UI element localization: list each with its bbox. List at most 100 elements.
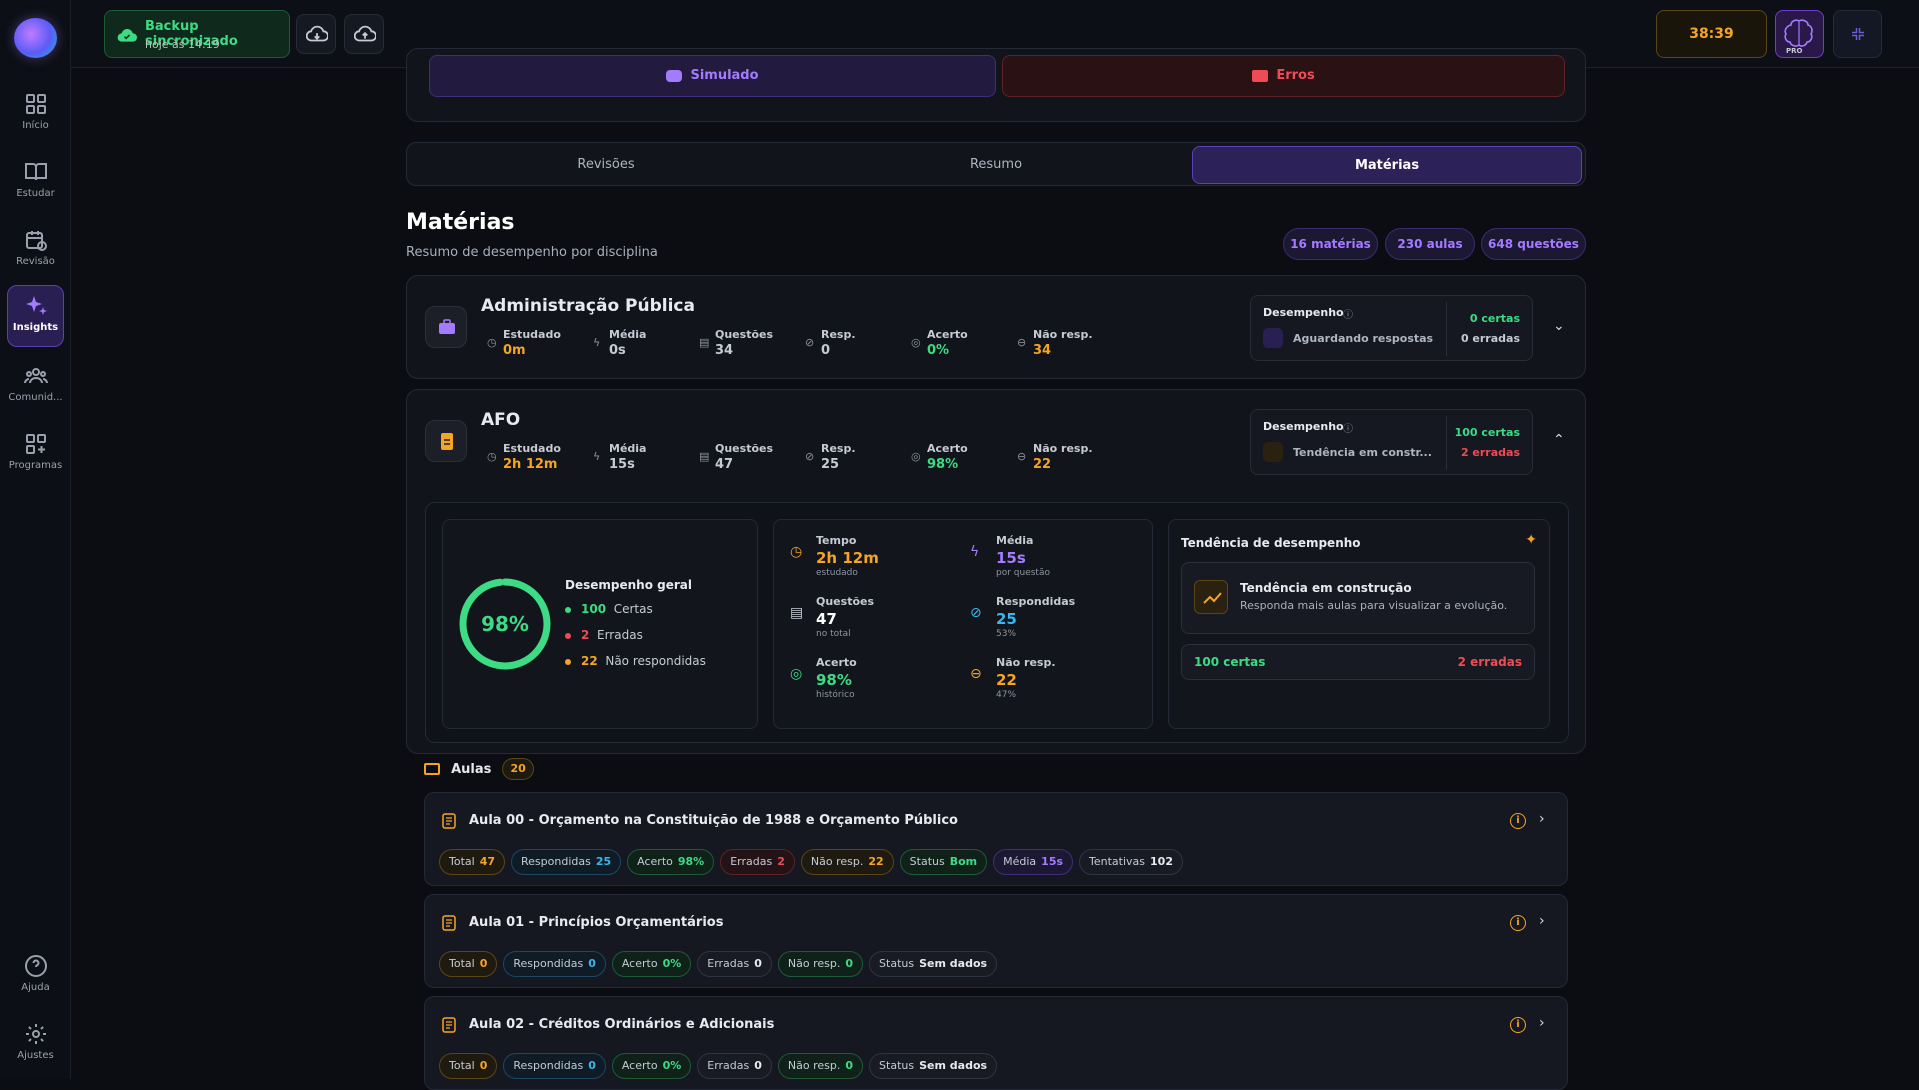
subject-name: Administração Pública xyxy=(481,296,695,316)
tendencia-summary: 100 certas 2 erradas xyxy=(1181,644,1535,680)
simulado-button[interactable]: Simulado xyxy=(429,55,996,97)
metric-tempo: ◷ Tempo 2h 12m estudado xyxy=(790,534,879,578)
chevron-down-icon[interactable]: ⌄ xyxy=(1553,318,1565,334)
chevron-right-icon[interactable]: › xyxy=(1539,1015,1545,1031)
sidebar-item-comunidade[interactable]: Comunid... xyxy=(7,356,64,416)
book-open-icon xyxy=(424,763,440,775)
gamepad-icon xyxy=(666,69,683,82)
desempenho-box: Desempenho ⓘ Tendência em constr... 100 … xyxy=(1250,409,1533,475)
collapse-icon xyxy=(1852,28,1864,40)
sidebar-item-revisao[interactable]: Revisão xyxy=(7,220,64,280)
lesson-row[interactable]: Aula 00 - Orçamento na Constituição de 1… xyxy=(424,792,1568,886)
stat-nao-resp: ⊖ Não resp. 22 xyxy=(1017,442,1093,472)
desempenho-erradas: 2 erradas xyxy=(1460,446,1520,459)
info-icon[interactable]: i xyxy=(1510,915,1526,931)
timer-icon: ◷ xyxy=(790,544,803,560)
tendencia-placeholder: Tendência em construção Responda mais au… xyxy=(1181,562,1535,634)
tag-respondidas: Respondidas 0 xyxy=(503,951,606,977)
tendencia-box-sub: Responda mais aulas para visualizar a ev… xyxy=(1240,599,1508,612)
lesson-row[interactable]: Aula 02 - Créditos Ordinários e Adiciona… xyxy=(424,996,1568,1090)
sidebar-item-ajustes[interactable]: Ajustes xyxy=(7,1014,64,1074)
tag-total: Total 0 xyxy=(439,951,498,977)
tab-resumo[interactable]: Resumo xyxy=(969,157,1023,172)
tendencia-box: Tendência de desempenho ✦ Tendência em c… xyxy=(1168,519,1550,729)
study-timer[interactable]: 38:39 xyxy=(1656,10,1767,58)
desempenho-status: Aguardando respostas xyxy=(1293,332,1433,345)
info-icon[interactable]: i xyxy=(1510,813,1526,829)
nao-respondidas-row: 22 Não respondidas xyxy=(565,654,706,668)
tag-acerto: Acerto 0% xyxy=(611,1053,692,1079)
brain-icon: PRO xyxy=(1784,19,1813,55)
cloud-upload-icon xyxy=(354,25,376,42)
collapse-button[interactable] xyxy=(1833,10,1882,58)
stat-nao-resp: ⊖ Não resp. 34 xyxy=(1017,328,1093,358)
lesson-tags: Total 0 Respondidas 0 Acerto 0% Erradas 0 Não re… xyxy=(439,1053,1003,1079)
pro-brain-button[interactable]: PRO xyxy=(1775,10,1824,58)
chevron-right-icon[interactable]: › xyxy=(1539,811,1545,827)
tab-materias[interactable]: Matérias xyxy=(1192,146,1582,184)
tag-respondidas: Respondidas 0 xyxy=(503,1053,606,1079)
tag-status: Status Sem dados xyxy=(869,1053,998,1079)
grid-plus-icon xyxy=(25,434,46,454)
brain-logo-icon[interactable] xyxy=(14,18,57,58)
sidebar-item-insights[interactable]: Insights xyxy=(7,285,64,347)
performance-ring-arc xyxy=(459,578,551,670)
sidebar-item-label: Estudar xyxy=(16,188,55,199)
metrics-box: ◷ Tempo 2h 12m estudado ϟ Média 15s por questã… xyxy=(773,519,1153,729)
check-circle-icon: ⊘ xyxy=(805,336,815,349)
erros-button[interactable]: Erros xyxy=(1002,55,1565,97)
metric-nao-resp: ⊖ Não resp. 22 47% xyxy=(970,656,1056,700)
cloud-upload-button[interactable] xyxy=(344,14,384,54)
sparkles-icon xyxy=(25,296,47,315)
chevron-right-icon[interactable]: › xyxy=(1539,913,1545,929)
tag-erradas: Erradas 0 xyxy=(697,1053,772,1079)
metric-questoes: ▤ Questões 47 no total xyxy=(790,595,875,639)
sidebar-item-ajuda[interactable]: Ajuda xyxy=(7,946,64,1006)
aulas-count-pill: 230 aulas xyxy=(1385,228,1475,260)
sidebar-item-inicio[interactable]: Início xyxy=(7,84,64,144)
desempenho-status: Tendência em constr... xyxy=(1293,446,1432,459)
tendencia-certas: 100 certas xyxy=(1194,655,1266,669)
tag-nao-resp: Não resp. 22 xyxy=(800,849,894,875)
tag-tentativas: Tentativas 102 xyxy=(1079,849,1183,875)
backup-status[interactable]: Backup sincronizado hoje às 14:19 xyxy=(104,10,290,58)
document-list-icon xyxy=(442,813,456,829)
sidebar-item-estudar[interactable]: Estudar xyxy=(7,152,64,212)
stack-icon: ▤ xyxy=(699,336,710,349)
lesson-tags: Total 47 Respondidas 25 Acerto 98% Erradas 2 Não… xyxy=(439,849,1189,875)
sidebar-item-programas[interactable]: Programas xyxy=(7,424,64,484)
materias-count-pill: 16 matérias xyxy=(1283,228,1378,260)
tabs: Revisões Resumo Matérias xyxy=(406,142,1586,186)
aulas-label: Aulas xyxy=(451,761,492,777)
tag-nao-resp: Não resp. 0 xyxy=(777,1053,864,1079)
sidebar: Início Estudar Revisão Insights Comunid.… xyxy=(0,0,71,1079)
tab-revisoes[interactable]: Revisões xyxy=(577,157,635,172)
info-icon[interactable]: ⓘ xyxy=(1343,310,1353,321)
info-icon[interactable]: ⓘ xyxy=(1343,424,1353,435)
sidebar-item-label: Comunid... xyxy=(8,392,63,403)
subject-card[interactable]: Administração Pública ◷ Estudado 0m ϟ Média… xyxy=(406,275,1586,379)
users-icon xyxy=(23,368,48,384)
clock-icon: ◷ xyxy=(487,336,497,349)
chevron-up-icon[interactable]: ⌃ xyxy=(1553,432,1565,448)
pro-label: PRO xyxy=(1786,47,1803,55)
stack-icon: ▤ xyxy=(699,450,710,463)
minus-circle-icon: ⊖ xyxy=(1017,450,1027,463)
sidebar-item-label: Insights xyxy=(12,322,59,333)
target-icon: ◎ xyxy=(790,666,803,682)
trend-sparkle-icon xyxy=(1263,442,1283,462)
aulas-header: Aulas 20 xyxy=(424,758,534,780)
tag-nao-resp: Não resp. 0 xyxy=(777,951,864,977)
desempenho-box: Desempenho ⓘ Aguardando respostas 0 cert… xyxy=(1250,295,1533,361)
info-icon[interactable]: i xyxy=(1510,1017,1526,1033)
metric-acerto: ◎ Acerto 98% histórico xyxy=(790,656,857,700)
clock-icon: ◷ xyxy=(487,450,497,463)
lesson-row[interactable]: Aula 01 - Princípios Orçamentários i › T… xyxy=(424,894,1568,988)
minus-circle-icon: ⊖ xyxy=(1017,336,1027,349)
cloud-download-button[interactable] xyxy=(296,14,336,54)
stat-media: ϟ Média 15s xyxy=(593,442,647,472)
lesson-title: Aula 01 - Princípios Orçamentários xyxy=(469,915,724,930)
check-circle-icon: ⊘ xyxy=(805,450,815,463)
erros-label: Erros xyxy=(1276,68,1315,83)
performance-ring: 98% xyxy=(459,578,551,670)
